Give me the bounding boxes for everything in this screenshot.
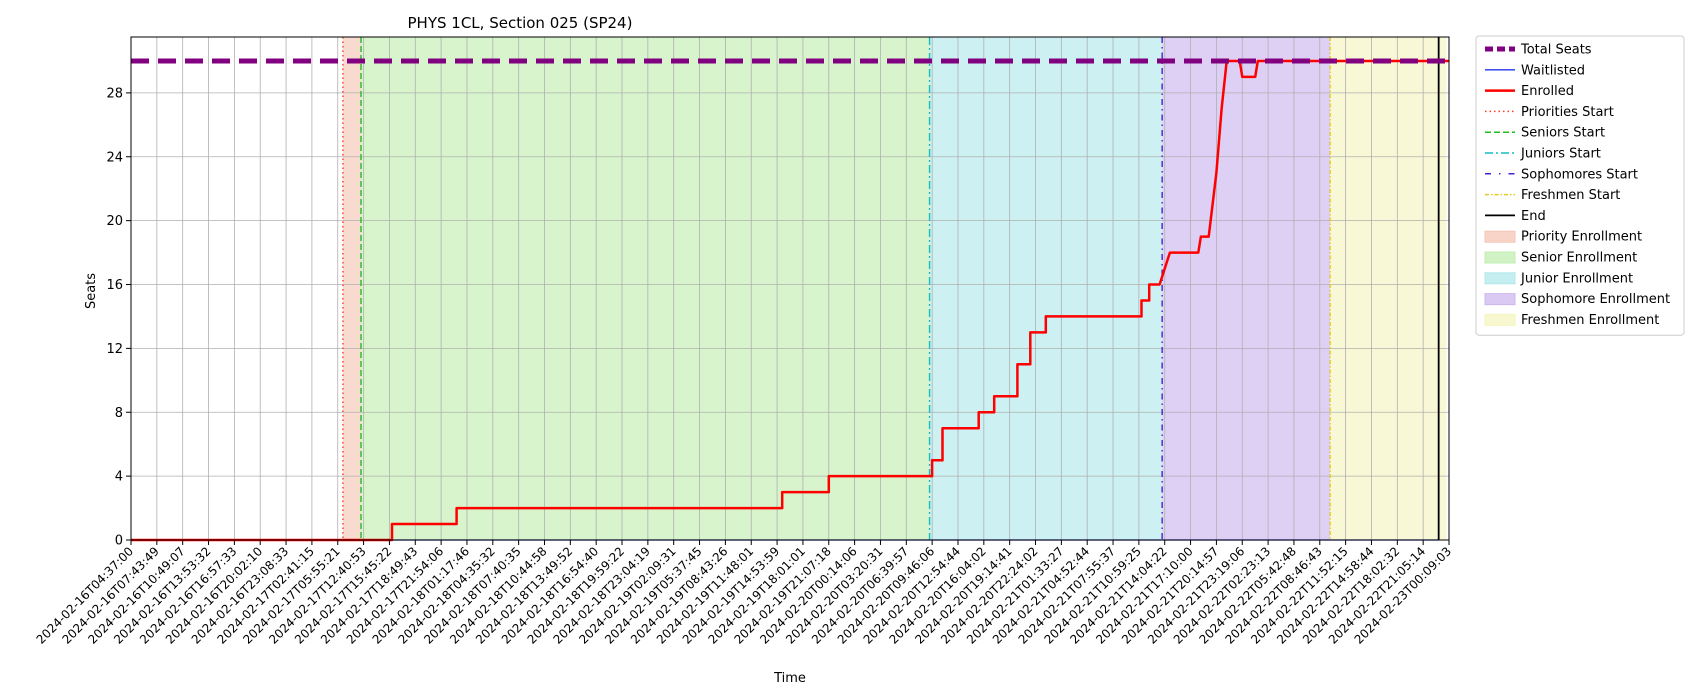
y-axis-label: Seats [84,273,99,309]
phase-band [1330,37,1447,540]
x-axis: 2024-02-16T04:37:002024-02-16T07:43:4920… [34,540,1454,647]
legend-swatch [1484,272,1516,285]
phase-band [342,37,362,540]
legend-label: Sophomore Enrollment [1521,292,1670,307]
legend: Total Seats Waitlisted Enrolled Priorities … [1475,35,1685,336]
x-axis-label: Time [773,671,806,686]
phase-band [929,37,1163,540]
legend-swatch [1484,313,1516,326]
legend-swatch [1484,230,1516,243]
legend-label: Priority Enrollment [1521,230,1642,245]
y-tick-label: 16 [106,278,123,293]
y-tick-label: 24 [106,150,123,165]
legend-label: Priorities Start [1521,105,1614,120]
legend-box [1475,35,1685,336]
y-tick-label: 20 [106,214,123,229]
legend-label: Enrolled [1521,84,1574,99]
phase-bands [342,37,1447,540]
legend-label: End [1521,209,1546,224]
y-tick-label: 8 [115,406,123,421]
phase-start-markers [342,37,1440,540]
legend-label: Seniors Start [1521,126,1605,141]
y-tick-label: 0 [115,534,123,549]
y-tick-label: 4 [115,470,123,485]
legend-swatch [1484,251,1516,264]
legend-label: Junior Enrollment [1520,271,1633,286]
legend-swatch [1484,293,1516,306]
legend-label: Total Seats [1520,43,1592,58]
series-line [131,59,1449,542]
phase-band [1162,37,1331,540]
y-tick-label: 12 [106,342,123,357]
legend-label: Waitlisted [1521,63,1585,78]
legend-label: Juniors Start [1520,147,1601,162]
legend-label: Freshmen Enrollment [1521,313,1659,328]
legend-label: Senior Enrollment [1521,251,1637,266]
plot-frame [130,36,1450,541]
legend-label: Sophomores Start [1521,167,1638,182]
chart-title: PHYS 1CL, Section 025 (SP24) [408,14,633,32]
legend-label: Freshmen Start [1521,188,1620,203]
grid-lines [130,37,1450,541]
y-tick-label: 28 [106,86,123,101]
y-axis: 0 4 8 12 16 20 24 28 [106,86,131,549]
phase-band [361,37,930,540]
